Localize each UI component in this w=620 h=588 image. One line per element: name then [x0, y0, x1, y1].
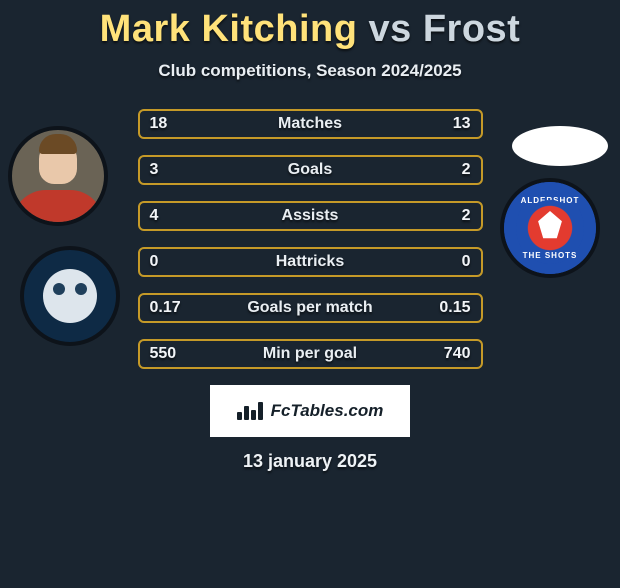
stat-row-hattricks: 0 Hattricks 0 [138, 247, 483, 277]
stat-label: Matches [190, 115, 431, 133]
player2-club-badge: ALDERSHOT TOWN THE SHOTS [500, 178, 600, 278]
stat-label: Goals [190, 161, 431, 179]
bar-chart-icon [237, 402, 263, 420]
stat-right: 13 [431, 115, 471, 133]
stat-label: Goals per match [190, 299, 431, 317]
stat-row-min-per-goal: 550 Min per goal 740 [138, 339, 483, 369]
stat-left: 0.17 [150, 299, 190, 317]
player1-photo [8, 126, 108, 226]
player1-club-badge [20, 246, 120, 346]
stat-label: Min per goal [190, 345, 431, 363]
stat-right: 740 [431, 345, 471, 363]
owl-icon [43, 269, 97, 323]
stat-row-assists: 4 Assists 2 [138, 201, 483, 231]
stats-table: 18 Matches 13 3 Goals 2 4 Assists 2 0 Ha… [138, 109, 483, 369]
page-title: Mark Kitching vs Frost [10, 8, 610, 51]
title-player2: Frost [423, 8, 521, 50]
comparison-card: Mark Kitching vs Frost Club competitions… [0, 8, 620, 472]
stat-row-matches: 18 Matches 13 [138, 109, 483, 139]
stat-left: 550 [150, 345, 190, 363]
stat-label: Hattricks [190, 253, 431, 271]
title-vs: vs [368, 8, 411, 50]
brand-badge: FcTables.com [210, 385, 410, 437]
club2-name-bottom: THE SHOTS [516, 251, 584, 260]
stat-left: 0 [150, 253, 190, 271]
subtitle: Club competitions, Season 2024/2025 [10, 61, 610, 81]
title-player1: Mark Kitching [100, 8, 358, 50]
stat-right: 0 [431, 253, 471, 271]
stat-left: 18 [150, 115, 190, 133]
stat-left: 4 [150, 207, 190, 225]
stat-row-goals-per-match: 0.17 Goals per match 0.15 [138, 293, 483, 323]
player2-photo-placeholder [512, 126, 608, 166]
stat-right: 0.15 [431, 299, 471, 317]
stat-label: Assists [190, 207, 431, 225]
date-text: 13 january 2025 [10, 451, 610, 472]
stat-left: 3 [150, 161, 190, 179]
stat-row-goals: 3 Goals 2 [138, 155, 483, 185]
stat-right: 2 [431, 207, 471, 225]
stat-right: 2 [431, 161, 471, 179]
phoenix-icon [522, 200, 578, 256]
brand-text: FcTables.com [271, 401, 384, 421]
